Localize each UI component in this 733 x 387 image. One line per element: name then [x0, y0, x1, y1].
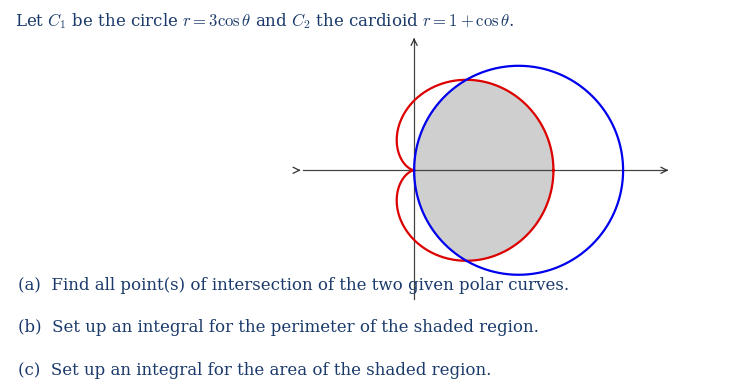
- Text: (c)  Set up an integral for the area of the shaded region.: (c) Set up an integral for the area of t…: [18, 362, 492, 379]
- Text: (b)  Set up an integral for the perimeter of the shaded region.: (b) Set up an integral for the perimeter…: [18, 319, 539, 336]
- Text: Let $C_1$ be the circle $r = 3\cos\theta$ and $C_2$ the cardioid $r = 1 + \cos\t: Let $C_1$ be the circle $r = 3\cos\theta…: [15, 12, 514, 31]
- Polygon shape: [414, 80, 553, 261]
- Text: (a)  Find all point(s) of intersection of the two given polar curves.: (a) Find all point(s) of intersection of…: [18, 277, 570, 294]
